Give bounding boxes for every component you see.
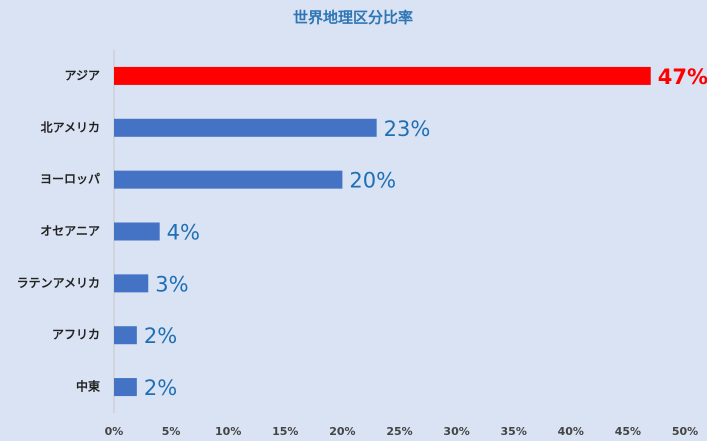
y-tick-label: オセアニア — [40, 224, 100, 238]
value-label: 2% — [144, 376, 177, 400]
y-tick-label: アフリカ — [52, 328, 100, 342]
chart-title: 世界地理区分比率 — [293, 9, 413, 27]
x-tick-label: 25% — [386, 425, 412, 438]
x-tick-label: 45% — [615, 425, 641, 438]
y-tick-label: ラテンアメリカ — [17, 276, 100, 290]
value-label: 3% — [155, 272, 188, 296]
bar — [114, 118, 377, 137]
y-tick-label: 北アメリカ — [41, 119, 100, 134]
bar — [114, 66, 651, 85]
value-label: 2% — [144, 324, 177, 348]
bar — [114, 170, 343, 189]
bar — [114, 378, 137, 397]
x-tick-label: 35% — [501, 425, 527, 438]
bar — [114, 326, 137, 345]
bar — [114, 274, 149, 293]
x-tick-label: 40% — [558, 425, 584, 438]
value-label: 4% — [167, 221, 200, 245]
x-tick-label: 10% — [215, 425, 241, 438]
y-tick-label: アジア — [64, 68, 100, 82]
value-label: 20% — [349, 169, 396, 193]
x-tick-label: 0% — [105, 425, 124, 438]
bar — [114, 222, 160, 241]
x-tick-label: 15% — [272, 425, 298, 438]
y-tick-label: ヨーロッパ — [40, 172, 100, 186]
value-label: 23% — [384, 117, 431, 141]
x-tick-label: 30% — [443, 425, 469, 438]
x-tick-label: 5% — [162, 425, 181, 438]
x-tick-label: 50% — [672, 425, 698, 438]
x-tick-label: 20% — [329, 425, 355, 438]
y-tick-label: 中東 — [76, 379, 100, 394]
value-label: 47% — [658, 65, 707, 89]
